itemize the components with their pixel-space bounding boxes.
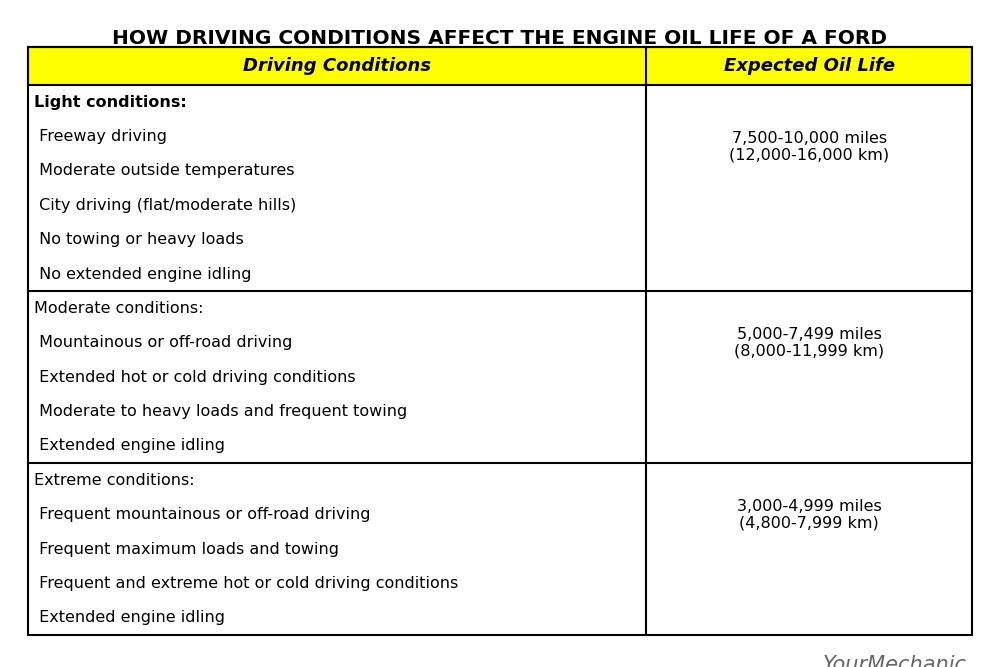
Text: Driving Conditions: Driving Conditions <box>243 57 431 75</box>
Text: Freeway driving: Freeway driving <box>34 129 167 144</box>
Text: Extreme conditions:: Extreme conditions: <box>34 473 195 488</box>
Text: (4,800-7,999 km): (4,800-7,999 km) <box>739 515 879 530</box>
Text: Light conditions:: Light conditions: <box>34 95 187 109</box>
Text: Moderate outside temperatures: Moderate outside temperatures <box>34 163 294 179</box>
Bar <box>28 291 972 463</box>
Text: 3,000-4,999 miles: 3,000-4,999 miles <box>737 499 882 514</box>
Text: City driving (flat/moderate hills): City driving (flat/moderate hills) <box>34 198 296 213</box>
Text: Extended engine idling: Extended engine idling <box>34 610 225 626</box>
Text: Mountainous or off-road driving: Mountainous or off-road driving <box>34 336 292 350</box>
Text: Frequent mountainous or off-road driving: Frequent mountainous or off-road driving <box>34 507 370 522</box>
Text: Moderate to heavy loads and frequent towing: Moderate to heavy loads and frequent tow… <box>34 404 407 419</box>
Bar <box>28 463 972 635</box>
Text: Frequent maximum loads and towing: Frequent maximum loads and towing <box>34 542 339 556</box>
Text: Frequent and extreme hot or cold driving conditions: Frequent and extreme hot or cold driving… <box>34 576 458 591</box>
Text: YourMechanic: YourMechanic <box>823 655 967 667</box>
Text: 7,500-10,000 miles: 7,500-10,000 miles <box>732 131 887 146</box>
Text: Moderate conditions:: Moderate conditions: <box>34 301 204 316</box>
Bar <box>28 85 972 291</box>
Text: 5,000-7,499 miles: 5,000-7,499 miles <box>737 327 882 342</box>
Text: Extended engine idling: Extended engine idling <box>34 438 225 454</box>
Text: Expected Oil Life: Expected Oil Life <box>724 57 895 75</box>
Text: No towing or heavy loads: No towing or heavy loads <box>34 232 244 247</box>
Text: (8,000-11,999 km): (8,000-11,999 km) <box>734 344 884 358</box>
Text: HOW DRIVING CONDITIONS AFFECT THE ENGINE OIL LIFE OF A FORD: HOW DRIVING CONDITIONS AFFECT THE ENGINE… <box>112 29 888 47</box>
Text: No extended engine idling: No extended engine idling <box>34 267 252 281</box>
Bar <box>28 47 972 635</box>
Text: (12,000-16,000 km): (12,000-16,000 km) <box>729 147 889 162</box>
Bar <box>28 47 972 85</box>
Text: Extended hot or cold driving conditions: Extended hot or cold driving conditions <box>34 370 356 385</box>
